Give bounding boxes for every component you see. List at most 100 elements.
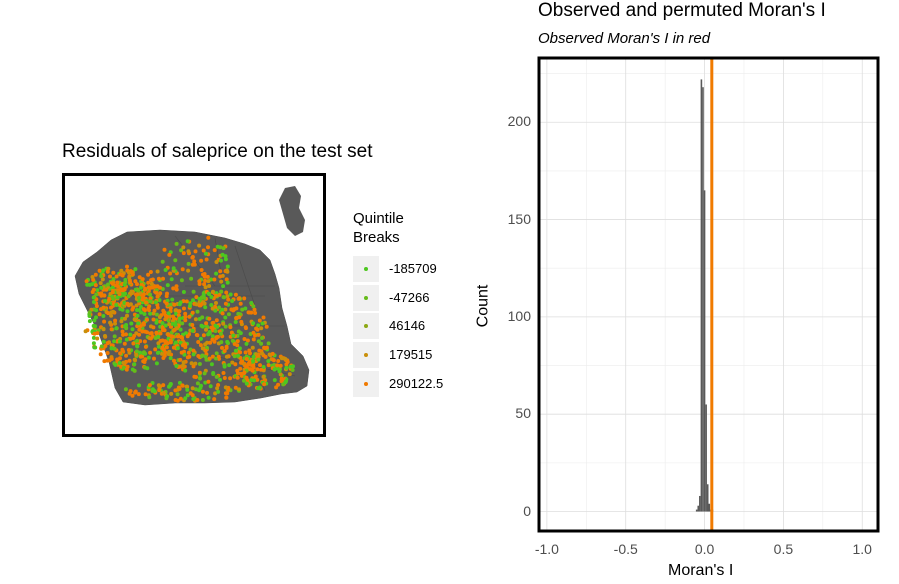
residual-point [228, 325, 233, 330]
residual-point [262, 382, 267, 387]
residual-point [183, 396, 188, 401]
residual-point [251, 337, 256, 342]
residual-point [233, 385, 238, 390]
residual-point [91, 300, 96, 304]
residual-point [93, 283, 98, 288]
residual-point [186, 249, 191, 254]
residual-point [206, 279, 211, 284]
residual-point [264, 324, 269, 329]
residual-point [136, 392, 141, 397]
residual-point [195, 309, 200, 314]
residual-point [148, 270, 153, 274]
residual-point [223, 324, 228, 329]
residual-point [143, 365, 148, 370]
residual-point [200, 346, 205, 351]
residual-point [163, 339, 168, 344]
residual-point [247, 310, 252, 315]
residual-point [190, 323, 195, 327]
residual-point [194, 295, 199, 300]
residual-point [158, 331, 163, 336]
residual-point [181, 251, 186, 256]
residual-point [124, 326, 129, 331]
residual-point [138, 350, 142, 355]
residual-point [172, 302, 177, 307]
residual-point [238, 350, 243, 355]
residual-point [190, 310, 195, 315]
residual-point [155, 294, 160, 299]
residual-point [212, 397, 217, 402]
residual-point [198, 336, 203, 341]
legend-title-line1: Quintile [353, 210, 404, 227]
residual-point [247, 360, 252, 365]
residual-point [124, 323, 129, 327]
residual-point [263, 354, 268, 359]
residual-point [256, 323, 261, 328]
residual-point [118, 351, 123, 356]
residual-point [259, 341, 264, 346]
residual-point [190, 393, 195, 398]
residual-point [252, 307, 257, 312]
residual-point [126, 348, 131, 352]
residual-point [253, 374, 258, 379]
residual-point [237, 346, 242, 351]
residual-point [149, 278, 154, 283]
residual-point [200, 389, 205, 394]
residual-point [230, 360, 235, 365]
residual-point [101, 268, 106, 273]
residual-point [111, 277, 116, 281]
residual-point [198, 376, 203, 381]
residual-point [218, 377, 222, 382]
residual-point [236, 311, 241, 316]
residual-point [141, 321, 146, 326]
residual-point [115, 295, 120, 300]
residual-point [143, 329, 148, 334]
residual-point [124, 337, 129, 342]
residual-point [270, 351, 275, 356]
residual-point [121, 332, 125, 337]
residual-point [180, 335, 185, 340]
residual-point [128, 280, 133, 285]
residual-point [155, 305, 160, 310]
legend-title-line2: Breaks [353, 229, 400, 246]
residual-point [133, 390, 138, 395]
residual-point [191, 364, 196, 369]
residual-point [244, 341, 249, 346]
residual-point [92, 331, 97, 336]
histogram-bar [697, 505, 700, 512]
residual-point [236, 329, 241, 334]
residual-point [91, 287, 96, 292]
residual-point [264, 345, 269, 350]
residual-point [244, 381, 249, 386]
residual-point [180, 343, 185, 348]
residual-point [177, 380, 182, 385]
residual-point [167, 322, 172, 327]
residual-point [165, 314, 169, 319]
residual-point [214, 271, 219, 276]
residual-point [214, 336, 219, 341]
residual-point [155, 269, 160, 274]
residual-point [189, 361, 194, 366]
gridlines [539, 58, 878, 531]
residual-point [236, 353, 240, 358]
residual-point [146, 355, 151, 360]
residual-point [220, 311, 225, 316]
residual-point [135, 292, 140, 297]
residual-point [232, 307, 237, 312]
residual-point [201, 333, 206, 338]
residual-point [111, 285, 115, 290]
residual-point [190, 386, 195, 391]
residual-point [184, 299, 189, 304]
residual-point [132, 317, 137, 322]
residual-point [243, 350, 248, 355]
residual-point [142, 350, 146, 355]
residual-point [106, 311, 111, 316]
residual-point [202, 371, 207, 376]
residual-point [251, 330, 256, 335]
residual-point [161, 390, 166, 395]
residual-point [178, 357, 183, 362]
residual-point [127, 358, 132, 363]
residual-point [171, 345, 176, 350]
residual-point [119, 319, 124, 324]
residual-point [202, 301, 207, 306]
residual-point [109, 356, 114, 361]
